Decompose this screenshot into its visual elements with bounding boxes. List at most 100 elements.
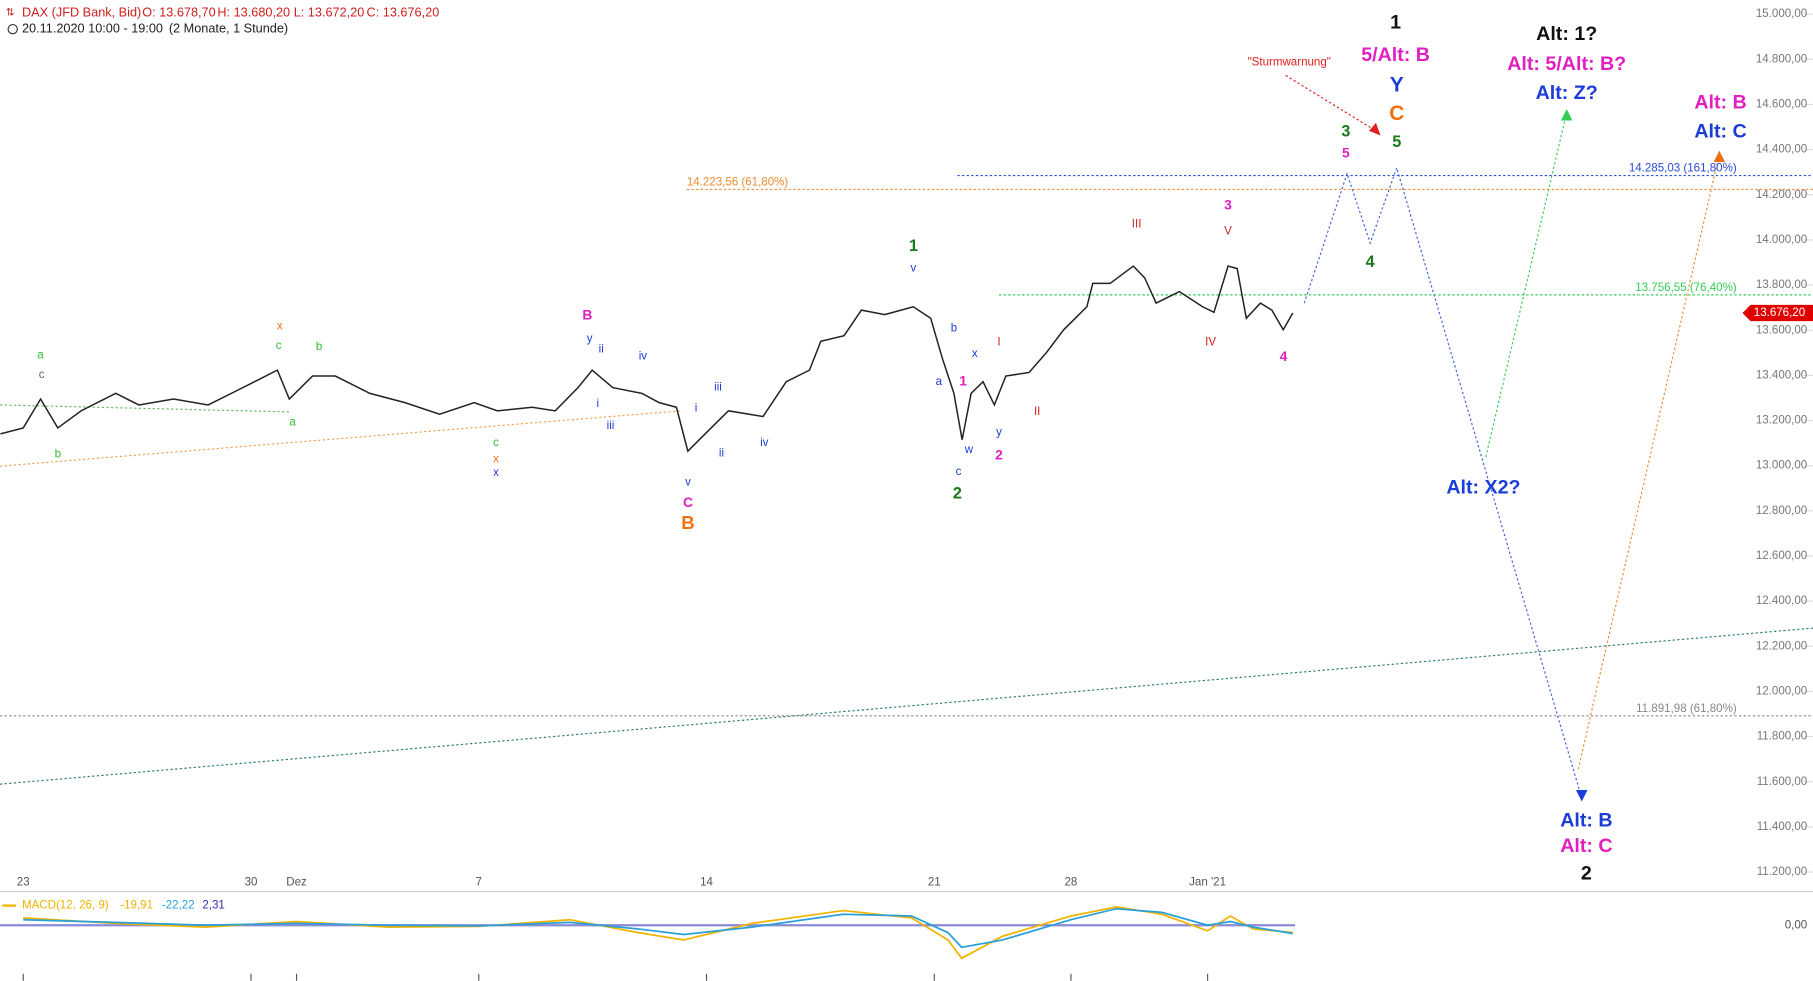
open: O: 13.678,70 [142,4,215,19]
wave-label: C [1389,102,1404,125]
wave-label: x [493,453,499,465]
level-label: 13.756,55 (76,40%) [1635,282,1737,294]
wave-label: Alt: 5/Alt: B? [1507,53,1626,75]
x-tick-label: 14 [700,877,713,889]
low: L: 13.672,20 [294,4,365,19]
signal-value: -22,22 [162,900,195,912]
last-price-label: 13.676,20 [1754,307,1805,319]
level-label: 14.223,56 (61,80%) [687,177,789,189]
y-tick-label: 12.600,00 [1756,550,1807,562]
y-tick-label: 14.800,00 [1756,53,1807,65]
y-tick-label: 14.400,00 [1756,144,1807,156]
y-tick-label: 11.600,00 [1757,776,1808,788]
wave-label: i [596,398,599,410]
wave-label: 4 [1366,253,1375,271]
hist-value: 2,31 [202,900,224,912]
wave-label: 4 [1280,348,1288,364]
x-tick-label: 7 [476,877,482,889]
wave-label: ii [599,343,604,355]
wave-label: 5 [1392,133,1401,151]
wave-label: I [997,337,1000,349]
wave-label: c [956,466,962,478]
wave-label: Alt: C [1560,835,1612,857]
wave-label: x [277,320,283,332]
wave-label: Alt: X2? [1446,476,1520,498]
wave-label: b [316,341,322,353]
wave-label: iii [714,382,722,394]
wave-label: a [936,376,943,388]
wave-label: 1 [959,372,967,388]
trendlines [0,74,1813,799]
wave-label: II [1034,406,1040,418]
x-tick-label: Jan '21 [1189,877,1226,889]
y-tick-label: 14.200,00 [1756,189,1807,201]
wave-label: Alt: C [1694,120,1746,142]
wave-label: x [972,348,978,360]
x-tick-label: 21 [928,877,941,889]
y-tick-label: 14.000,00 [1756,234,1807,246]
arrowhead [1575,789,1588,802]
trendline [0,404,290,413]
clock-icon [7,23,18,35]
y-tick-label: 12.000,00 [1756,685,1807,697]
y-tick-label: 12.800,00 [1756,505,1807,517]
trendline [0,410,683,467]
wave-label: V [1224,226,1232,238]
wave-label: b [55,449,61,461]
wave-label: B [582,307,592,323]
wave-label: 3 [1224,197,1232,213]
y-tick-label: 11.400,00 [1757,821,1808,833]
title: DAX (JFD Bank, Bid) [22,4,141,19]
projection [1303,166,1583,799]
wave-label: i [695,402,698,414]
wave-label: "Sturmwarnung" [1248,57,1331,69]
x-tick-label: Dez [286,877,307,889]
level-label: 11.891,98 (61,80%) [1636,703,1737,715]
icon: ⇅ [6,8,15,19]
wave-label: w [964,444,974,456]
wave-label: B [681,512,694,533]
period: 20.11.2020 10:00 - 19:00 [22,21,163,36]
y-tick-label: 12.200,00 [1756,640,1807,652]
wave-label: Alt: Z? [1536,82,1598,104]
wave-label: Y [1390,73,1404,96]
wave-label: b [951,323,957,335]
wave-label: c [39,369,45,381]
x-tick-label: 28 [1065,877,1078,889]
y-tick-label: 13.600,00 [1756,324,1807,336]
wave-label: ii [719,448,724,460]
wave-label: C [683,494,693,510]
y-tick-label: 14.600,00 [1756,98,1807,110]
range: (2 Monate, 1 Stunde) [169,21,288,36]
wave-label: IV [1205,337,1216,349]
arrowhead [1560,108,1573,121]
close: C: 13.676,20 [367,4,440,19]
wave-label: x [493,467,499,479]
wave-label: v [911,263,917,275]
y-tick-label: 13.400,00 [1756,369,1807,381]
wave-label: 1 [1390,12,1401,34]
y-tick-label: 11.200,00 [1757,866,1808,878]
projection [1485,112,1568,458]
wave-label: 2 [995,446,1003,462]
wave-label: a [289,416,296,428]
wave-label: c [493,437,499,449]
y-tick-label: 13.000,00 [1756,460,1807,472]
wave-label: v [685,476,691,488]
wave-label: 3 [1341,122,1350,140]
price-line [0,265,1294,453]
wave-label: c [276,340,282,352]
header: ⇅ DAX (JFD Bank, Bid) O: 13.678,70 H: 13… [6,4,440,35]
y-tick-label: 13.800,00 [1756,279,1807,291]
wave-label: a [37,349,44,361]
level-label: 14.285,03 (161,80%) [1629,163,1737,175]
arrowhead [1369,122,1381,136]
wave-label: 5 [1342,145,1350,161]
wave-label: iv [639,350,648,362]
wave-label: iv [760,437,769,449]
wave-label: y [587,333,593,345]
macd-tick-label: 0,00 [1785,919,1807,931]
wave-label: Alt: B [1560,809,1612,831]
